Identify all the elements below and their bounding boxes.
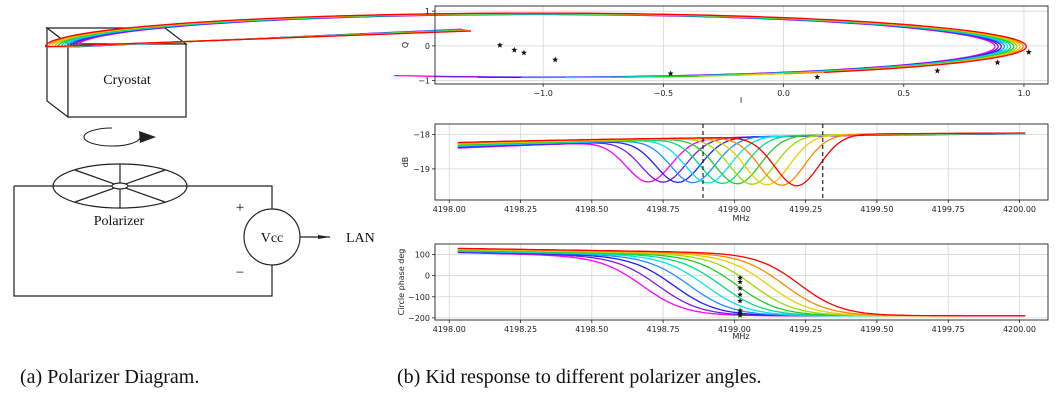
y-tick-label: 0	[425, 272, 430, 281]
y-tick-label: −100	[408, 293, 430, 302]
phase-star-marker	[737, 274, 743, 281]
phase-xlabel: MHz	[732, 332, 749, 341]
y-tick-label: 0	[425, 42, 430, 51]
amplitude-xlabel: MHz	[732, 214, 749, 223]
y-tick-label: 1	[425, 7, 430, 16]
x-tick-label: 4198.75	[647, 205, 680, 214]
circuit-wires	[13, 185, 330, 297]
x-tick-label: 4199.00	[718, 325, 751, 334]
lan-label: LAN	[346, 231, 375, 246]
phase-plot-frame	[434, 243, 1049, 321]
x-tick-label: 0.0	[777, 89, 790, 98]
iq-plot-frame	[434, 5, 1049, 85]
phase-star-marker	[737, 312, 743, 318]
phase-star-marker	[737, 279, 743, 285]
iq-star-marker	[1025, 48, 1032, 55]
y-tick-label: −18	[413, 130, 430, 139]
cryostat-label: Cryostat	[103, 73, 151, 88]
x-tick-label: 4199.25	[789, 325, 822, 334]
kid-response-plots: −1.0 −0.5 0.0 0.5 1.0 1 0 −1 I Q 4198.00 4198.25…	[44, 5, 1049, 341]
x-tick-label: 4200.00	[1003, 205, 1036, 214]
x-tick-label: 4199.50	[860, 325, 893, 334]
amplitude-ylabel: dB	[401, 157, 410, 168]
iq-star-marker	[994, 59, 1001, 66]
x-tick-label: 4198.25	[504, 205, 537, 214]
phase-series-line	[457, 247, 1026, 317]
y-tick-label: −200	[408, 314, 430, 323]
x-tick-label: 4200.00	[1003, 325, 1036, 334]
amplitude-plot-frame	[434, 123, 1049, 201]
x-tick-label: 0.5	[897, 89, 910, 98]
minus-sign: −	[236, 265, 244, 281]
x-tick-label: 4198.25	[504, 325, 537, 334]
x-tick-label: −1.0	[533, 89, 552, 98]
iq-xlabel: I	[740, 96, 742, 105]
phase-star-marker	[737, 285, 743, 291]
caption-a: (a) Polarizer Diagram.	[20, 366, 200, 388]
y-tick-label: 100	[415, 251, 430, 260]
iq-star-marker	[511, 46, 518, 53]
x-tick-label: 4198.75	[647, 325, 680, 334]
amplitude-series-line	[457, 132, 1026, 187]
iq-star-marker	[496, 42, 503, 48]
iq-star-marker	[814, 73, 821, 80]
iq-star-marker	[552, 56, 559, 63]
x-tick-label: 4198.50	[575, 205, 608, 214]
phase-star-marker	[737, 298, 743, 304]
iq-star-marker	[520, 49, 527, 56]
iq-star-marker	[667, 70, 674, 77]
x-tick-label: 4199.75	[932, 205, 965, 214]
y-tick-label: −1	[418, 77, 430, 86]
phase-star-marker	[737, 291, 743, 298]
x-tick-label: 4198.00	[433, 205, 466, 214]
lan-connector-icon	[318, 235, 330, 239]
vcc-source	[243, 208, 301, 266]
y-tick-label: −19	[413, 165, 430, 174]
rotation-arrow-icon	[83, 127, 156, 147]
x-tick-label: 4199.25	[789, 205, 822, 214]
x-tick-label: 1.0	[1018, 89, 1031, 98]
x-tick-label: 4199.50	[860, 205, 893, 214]
iq-series-line	[44, 12, 1027, 74]
amplitude-plot: 4198.00 4198.25 4198.50 4198.75 4199.00 4199.…	[401, 123, 1049, 223]
iq-star-marker	[934, 67, 941, 74]
caption-b: (b) Kid response to different polarizer …	[397, 366, 762, 388]
phase-ylabel: Circle phase deg	[397, 249, 406, 316]
phase-plot: 4198.00 4198.25 4198.50 4198.75 4199.00 4199.…	[397, 243, 1049, 341]
iq-plot: −1.0 −0.5 0.0 0.5 1.0 1 0 −1 I Q	[44, 5, 1049, 105]
vcc-label: Vcc	[261, 231, 284, 246]
x-tick-label: 4199.00	[718, 205, 751, 214]
x-tick-label: 4198.00	[433, 325, 466, 334]
iq-ylabel: Q	[401, 42, 410, 48]
polarizer-disc	[52, 163, 188, 209]
polarizer-label: Polarizer	[94, 214, 145, 229]
polarizer-diagram: Cryostat Polarizer Vcc + − LAN	[13, 26, 375, 297]
x-tick-label: 4198.50	[575, 325, 608, 334]
plus-sign: +	[236, 200, 244, 216]
x-tick-label: −0.5	[654, 89, 673, 98]
x-tick-label: 4199.75	[932, 325, 965, 334]
